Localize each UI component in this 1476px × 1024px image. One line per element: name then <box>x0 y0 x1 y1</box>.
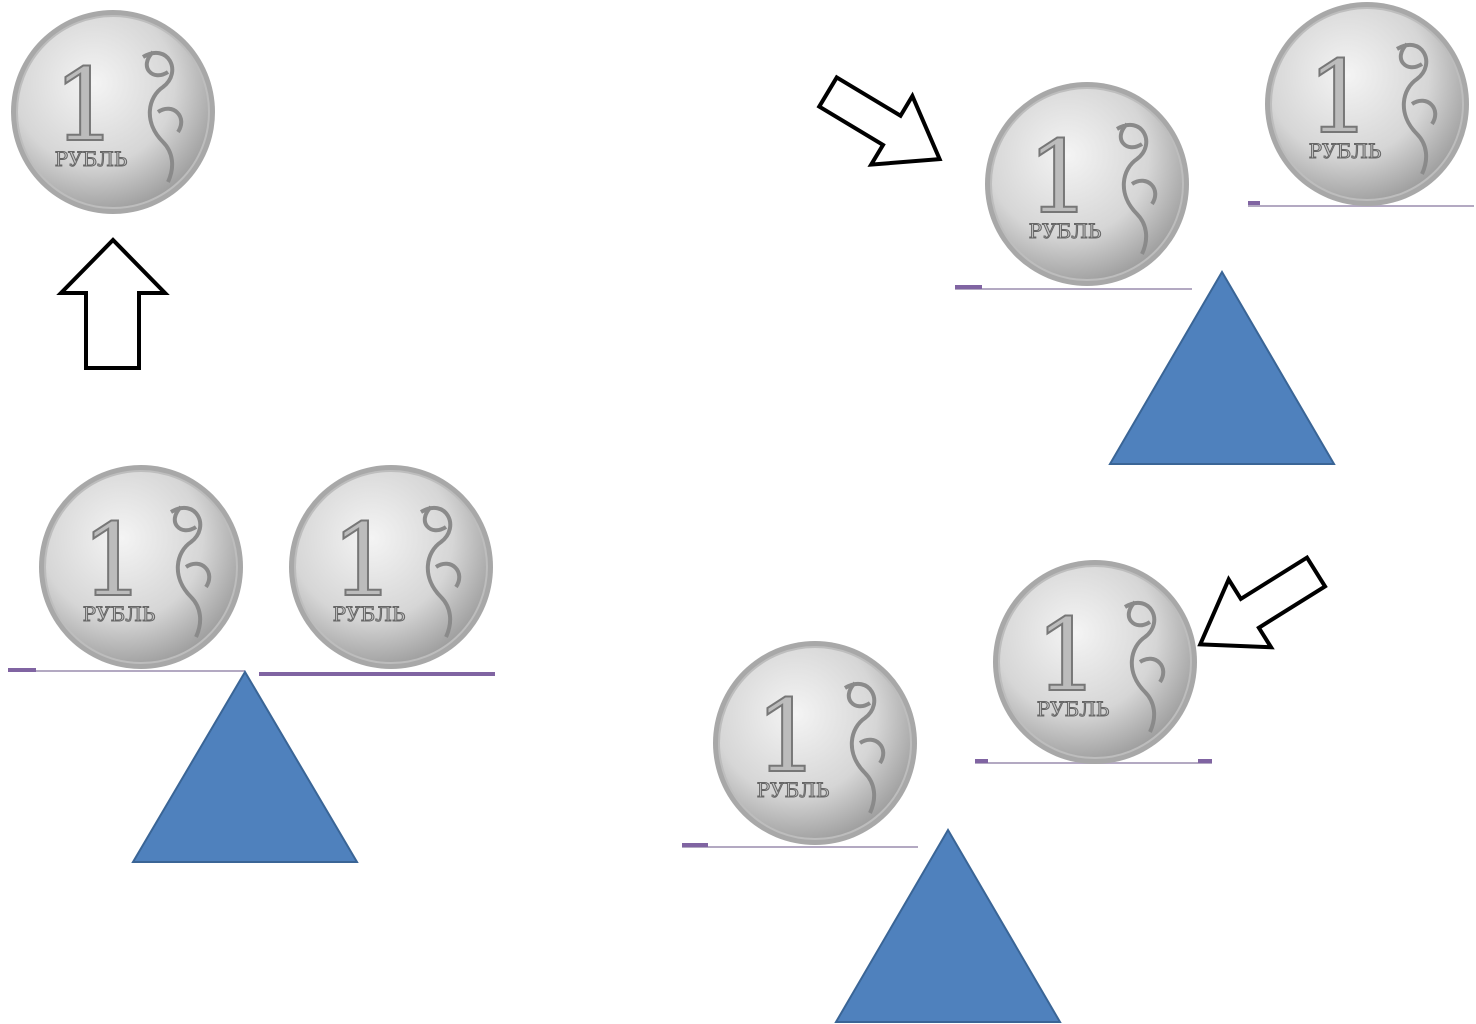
arrow <box>807 58 960 194</box>
coin-label: РУБЛЬ <box>333 602 406 626</box>
fulcrum <box>133 672 357 862</box>
coin-label: РУБЛЬ <box>1029 219 1102 243</box>
arrow-up <box>61 240 165 368</box>
coin-label: РУБЛЬ <box>757 778 830 802</box>
arrow <box>1179 538 1337 678</box>
coin-label: РУБЛЬ <box>1309 139 1382 163</box>
coin-label: РУБЛЬ <box>83 602 156 626</box>
slide: 1РУБЛЬ1РУБЛЬ1РУБЛЬ1РУБЛЬ1РУБЛЬ1РУБЛЬ1РУБ… <box>0 0 1476 1024</box>
fulcrum <box>836 830 1060 1022</box>
coin-label: РУБЛЬ <box>1037 697 1110 721</box>
fulcrum <box>1110 272 1334 464</box>
coin-label: РУБЛЬ <box>55 147 128 171</box>
